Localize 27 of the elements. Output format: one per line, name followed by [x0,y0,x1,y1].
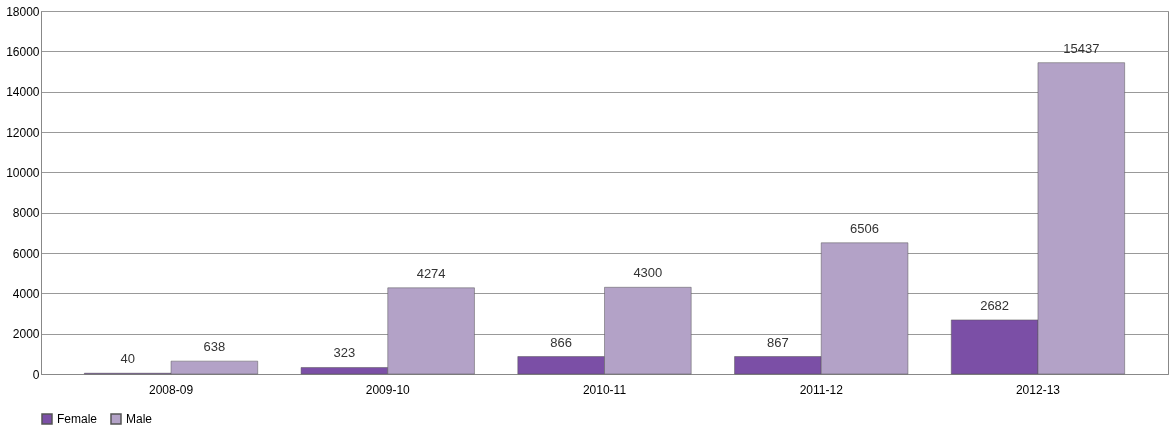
x-tick-label: 2008-09 [149,382,194,397]
data-label: 4300 [633,265,663,281]
y-tick-label: 4000 [12,286,40,301]
y-tick-label: 2000 [12,327,40,342]
y-tick-label: 14000 [6,85,40,100]
y-tick-label: 16000 [6,44,40,59]
legend-label: Male [126,412,153,426]
data-label: 6506 [850,220,880,236]
y-tick-label: 12000 [6,125,40,140]
x-tick-label: 2009-10 [365,382,411,397]
data-label: 2682 [980,297,1010,313]
x-tick-label: 2011-12 [799,382,844,397]
data-label: 4274 [416,265,446,281]
data-label: 867 [767,334,789,350]
y-tick-label: 0 [32,367,40,382]
x-tick-label: 2012-13 [1015,382,1061,397]
y-tick-label: 8000 [12,206,40,221]
data-label: 15437 [1063,40,1100,56]
y-tick-label: 6000 [12,246,40,261]
data-label: 323 [333,345,356,361]
legend-label: Female [57,412,98,426]
data-label: 866 [550,334,573,350]
y-tick-label: 18000 [6,4,40,19]
x-tick-label: 2010-11 [582,382,627,397]
data-label: 638 [203,339,226,355]
y-tick-label: 10000 [6,165,40,180]
data-label: 40 [120,351,135,367]
